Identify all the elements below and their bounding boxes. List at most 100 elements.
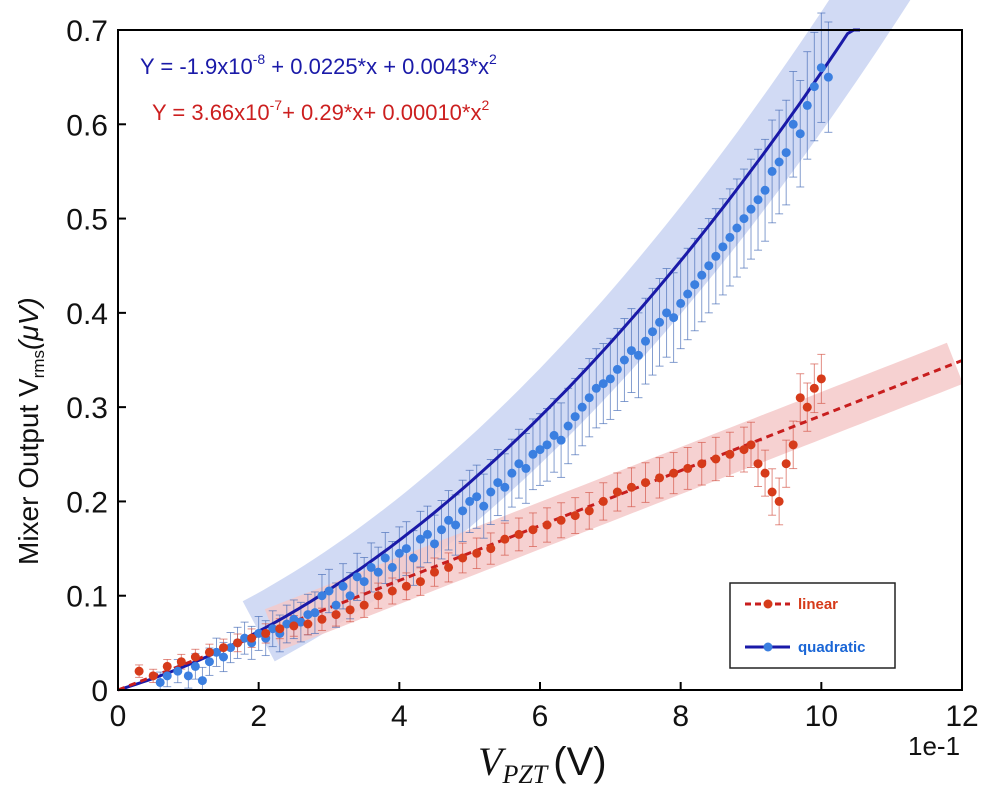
data-point-quadratic [781, 148, 791, 158]
data-point-quadratic [802, 100, 812, 110]
x-tick-label: 2 [250, 700, 267, 733]
data-point-linear [760, 468, 770, 478]
data-point-linear [219, 643, 228, 653]
data-point-linear [401, 581, 411, 591]
data-point-linear [415, 577, 425, 587]
data-point-quadratic [605, 374, 615, 384]
equation-quadratic: Y = -1.9x10-8 + 0.0225*x + 0.0043*x2 [140, 51, 497, 79]
data-point-quadratic [732, 223, 742, 233]
data-point-linear [802, 402, 812, 412]
data-point-quadratic [451, 520, 461, 530]
data-point-quadratic [289, 614, 299, 624]
equation-linear-prefix: Y = 3.66x10 [152, 100, 270, 125]
data-point-linear [725, 449, 735, 459]
data-point-linear [458, 553, 468, 563]
data-point-linear [669, 468, 679, 478]
legend-quadratic-label: quadratic [798, 639, 866, 656]
data-point-quadratic [500, 482, 510, 492]
data-point-quadratic [641, 336, 650, 346]
x-tick-label: 12 [945, 700, 978, 733]
data-point-quadratic [486, 487, 496, 497]
band-quadratic [242, 0, 911, 662]
legend-box [729, 582, 896, 669]
data-point-quadratic [507, 468, 517, 478]
data-point-quadratic [345, 591, 355, 601]
data-point-quadratic [612, 364, 622, 374]
data-point-quadratic [394, 548, 404, 558]
data-point-linear [247, 633, 257, 643]
data-point-linear [345, 605, 355, 615]
data-point-quadratic [437, 525, 447, 535]
data-point-linear [134, 666, 144, 676]
x-tick-label: 4 [391, 700, 408, 733]
data-point-linear [655, 473, 665, 483]
data-point-quadratic [422, 529, 432, 539]
axis-ticks: 0 2 4 6 8 10 12 0 0.1 0.2 0.3 0.4 0.5 0.6 0.7 [66, 15, 978, 733]
x-axis-label-sub: PZT [501, 760, 548, 789]
data-point-quadratic [444, 515, 454, 525]
data-point-quadratic [183, 671, 193, 681]
data-point-quadratic [204, 657, 214, 667]
data-point-linear [275, 624, 285, 634]
data-point-quadratic [514, 459, 524, 469]
data-point-quadratic [662, 308, 672, 318]
data-point-quadratic [219, 652, 228, 662]
data-point-quadratic [774, 157, 784, 167]
y-tick-label: 0.1 [66, 581, 108, 614]
data-point-quadratic [823, 72, 833, 82]
data-point-quadratic [619, 355, 629, 365]
data-point-quadratic [725, 232, 735, 242]
data-point-linear [542, 520, 552, 530]
data-point-linear [176, 657, 186, 667]
data-point-quadratic [788, 119, 798, 129]
x-tick-label: 6 [532, 700, 549, 733]
data-point-quadratic [317, 591, 327, 601]
equation-linear-middle: + 0.29*x+ 0.00010*x [282, 100, 481, 125]
data-point-linear [317, 614, 327, 624]
x-axis-label-main: V [478, 739, 507, 784]
y-tick-label: 0.3 [66, 392, 108, 425]
y-axis-label: Mixer Output Vrms(μV) [13, 297, 48, 565]
data-point-quadratic [155, 677, 165, 687]
data-point-linear [444, 562, 454, 572]
data-point-linear [556, 515, 566, 525]
y-axis-label-unit: (μV) [13, 297, 44, 350]
data-point-linear [233, 638, 243, 648]
y-tick-label: 0 [91, 675, 108, 708]
legend-quadratic-marker [763, 642, 773, 652]
legend: linear quadratic [729, 582, 896, 669]
x-axis-label-unit: (V) [553, 740, 606, 784]
data-point-linear [598, 496, 608, 506]
y-axis-label-main: Mixer Output V [13, 378, 44, 565]
data-point-linear [430, 567, 439, 577]
x-tick-label: 10 [805, 700, 838, 733]
data-point-linear [774, 496, 784, 506]
data-point-quadratic [401, 544, 411, 554]
data-point-quadratic [240, 633, 250, 643]
data-point-linear [626, 482, 636, 492]
y-axis-label-sub: rms [29, 350, 48, 378]
data-point-linear [795, 393, 805, 403]
x-axis-label: VPZT (V) [478, 739, 607, 789]
data-point-quadratic [366, 562, 376, 572]
data-point-quadratic [415, 534, 425, 544]
equation-quadratic-prefix: Y = -1.9x10 [140, 54, 253, 79]
data-point-linear [528, 525, 538, 535]
data-point-linear [612, 487, 622, 497]
data-point-quadratic [563, 421, 573, 431]
data-point-linear [697, 459, 707, 469]
data-point-linear [809, 383, 819, 393]
data-point-quadratic [535, 445, 545, 455]
data-point-quadratic [190, 661, 200, 671]
data-point-quadratic [648, 327, 658, 337]
data-point-quadratic [373, 567, 383, 577]
data-point-linear [584, 506, 594, 516]
equation-linear-exp: -7 [270, 97, 283, 113]
data-point-quadratic [718, 242, 728, 252]
data-point-quadratic [296, 617, 306, 627]
data-point-quadratic [479, 501, 489, 511]
data-point-quadratic [324, 586, 334, 596]
data-point-quadratic [626, 346, 636, 356]
data-point-linear [303, 619, 313, 629]
data-point-quadratic [408, 553, 418, 563]
